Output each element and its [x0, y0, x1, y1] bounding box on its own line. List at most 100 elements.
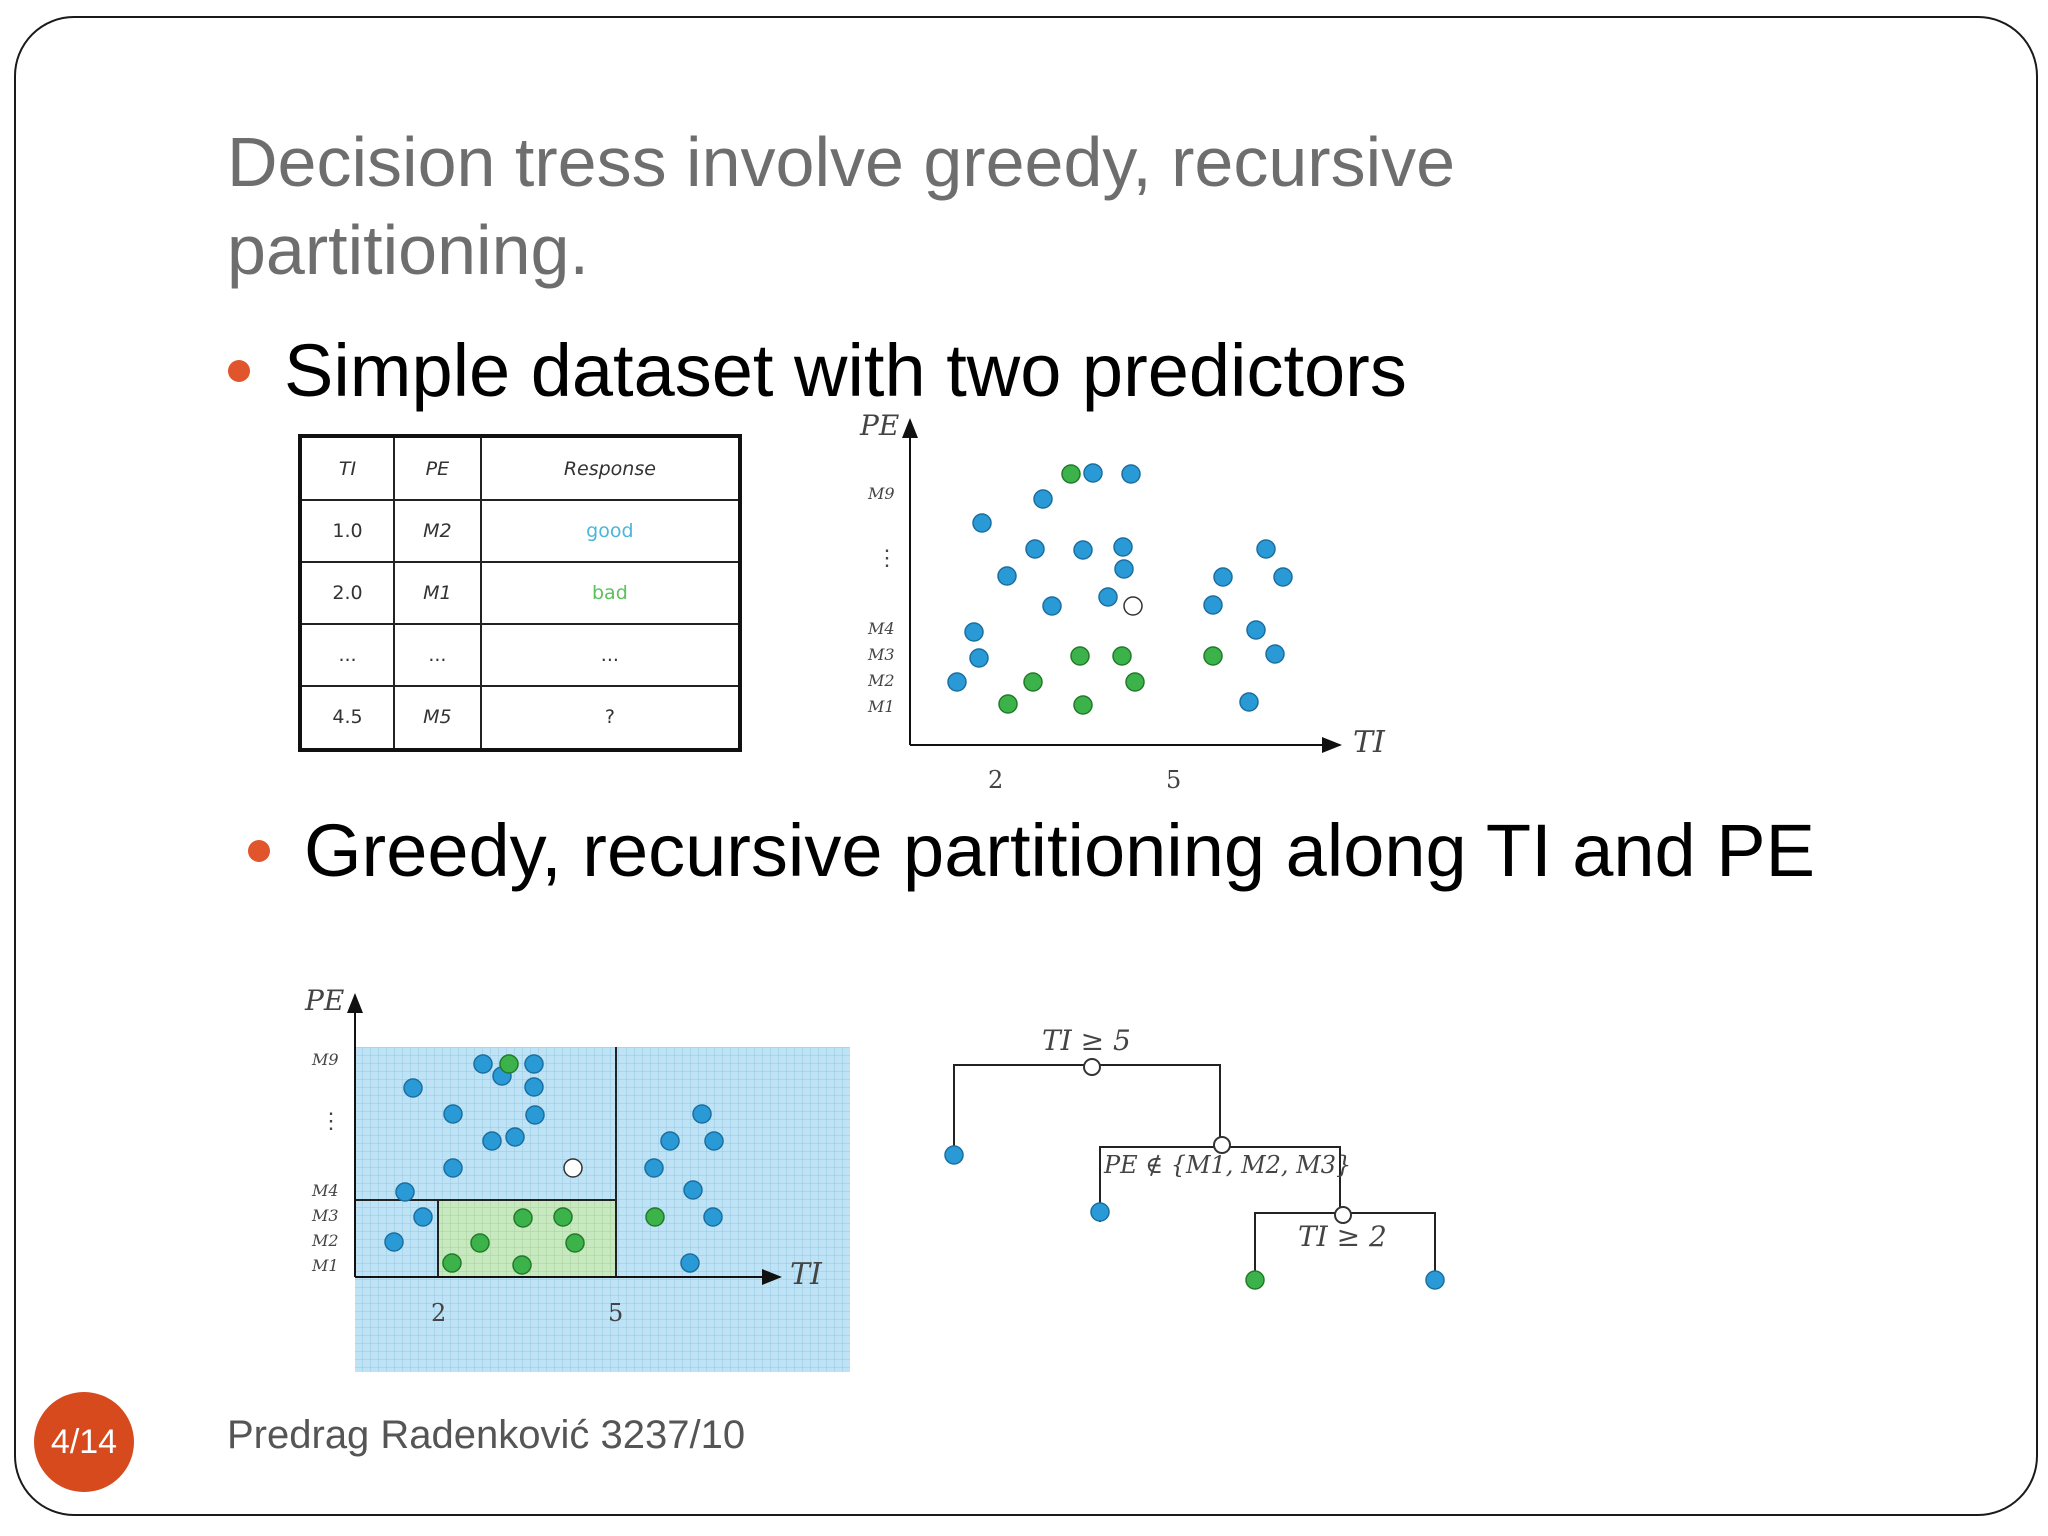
- bullet-dot-icon: [228, 359, 250, 382]
- point-blue: [1033, 489, 1053, 509]
- slide-frame: [14, 16, 2038, 1516]
- tree-label-ti2: TI ≥ 2: [1298, 1220, 1387, 1253]
- point-blue: [1246, 620, 1266, 640]
- point-green: [1070, 646, 1090, 666]
- point-blue: [482, 1131, 502, 1151]
- y-tick-label: M1: [311, 1256, 339, 1275]
- point-blue: [972, 513, 992, 533]
- point-unknown: [1123, 596, 1143, 616]
- point-blue: [1265, 644, 1285, 664]
- table-header-row: TI PE Response: [298, 434, 742, 502]
- y-axis-label: PE: [859, 409, 899, 442]
- tree-node-root: [1083, 1058, 1101, 1076]
- y-tick-label: M4: [311, 1181, 339, 1200]
- point-blue: [683, 1180, 703, 1200]
- y-tick-label: M9: [311, 1050, 339, 1069]
- y-tick-label: ⋮: [876, 546, 898, 571]
- table-cell: M1: [393, 561, 482, 625]
- point-blue: [680, 1253, 700, 1273]
- point-blue: [524, 1077, 544, 1097]
- point-blue: [443, 1104, 463, 1124]
- x-tick-label: 2: [988, 766, 1003, 794]
- dataset-table: TI PE Response 1.0 M2 good 2.0 M1 bad ..…: [298, 434, 742, 752]
- table-row: 2.0 M1 bad: [298, 561, 742, 625]
- point-blue: [525, 1105, 545, 1125]
- point-blue: [1073, 540, 1093, 560]
- point-blue: [1113, 537, 1133, 557]
- table-header-cell: PE: [393, 434, 482, 502]
- y-tick-label: M9: [867, 484, 895, 503]
- table-row: 1.0 M2 good: [298, 499, 742, 564]
- y-tick-label: ⋮: [320, 1109, 342, 1134]
- table-header-cell: Response: [479, 434, 742, 502]
- point-blue: [704, 1131, 724, 1151]
- point-blue: [473, 1054, 493, 1074]
- table-cell: ...: [393, 622, 482, 687]
- point-blue: [384, 1232, 404, 1252]
- y-tick-label: M4: [867, 619, 895, 638]
- point-green: [1203, 646, 1223, 666]
- y-tick-label: M2: [311, 1231, 339, 1250]
- point-unknown: [563, 1158, 583, 1178]
- point-blue: [703, 1207, 723, 1227]
- table-cell: ...: [479, 622, 742, 687]
- point-blue: [505, 1127, 525, 1147]
- point-blue: [1256, 539, 1276, 559]
- point-blue: [969, 648, 989, 668]
- slide-title: Decision tress involve greedy, recursive…: [227, 123, 1456, 289]
- tree-leaf-blue: [944, 1145, 964, 1165]
- point-green: [512, 1255, 532, 1275]
- x-tick-label: 5: [1166, 766, 1181, 794]
- point-green: [998, 694, 1018, 714]
- point-green: [553, 1207, 573, 1227]
- tree-leaf-blue: [1090, 1202, 1110, 1222]
- bullet-text: Simple dataset with two predictors: [284, 329, 1407, 412]
- bullet-simple-dataset: Simple dataset with two predictors: [228, 328, 1407, 413]
- table-row: 4.5 M5 ?: [298, 684, 742, 752]
- tree-label-root: TI ≥ 5: [1042, 1024, 1131, 1057]
- bullet-greedy-partitioning: Greedy, recursive partitioning along TI …: [248, 808, 1815, 893]
- point-blue: [692, 1104, 712, 1124]
- point-blue: [1121, 464, 1141, 484]
- table-row: ... ... ...: [298, 622, 742, 687]
- tree-edge: [953, 1064, 1221, 1155]
- table-cell: ?: [479, 684, 742, 752]
- tree-label-pe: PE ∉ {M1, M2, M3}: [1103, 1151, 1351, 1179]
- point-blue: [1114, 559, 1134, 579]
- point-blue: [660, 1131, 680, 1151]
- x-tick-label: 2: [431, 1299, 446, 1327]
- y-tick-label: M2: [867, 671, 895, 690]
- x-tick-label: 5: [608, 1299, 623, 1327]
- point-green: [1112, 646, 1132, 666]
- point-green: [470, 1233, 490, 1253]
- partition-plot: PE TI M9 ⋮ M4 M3 M2 M1 2 5: [304, 984, 850, 1372]
- point-blue: [964, 622, 984, 642]
- point-green: [565, 1233, 585, 1253]
- table-cell: 4.5: [298, 684, 396, 752]
- scatter-points: [947, 463, 1293, 715]
- page-number-badge: 4/14: [34, 1392, 134, 1492]
- bullet-dot-icon: [248, 839, 270, 862]
- table-cell: ...: [298, 622, 396, 687]
- point-blue: [1239, 692, 1259, 712]
- table-header-cell: TI: [298, 434, 396, 502]
- point-green: [513, 1208, 533, 1228]
- point-blue: [1213, 567, 1233, 587]
- x-axis-label: TI: [790, 1257, 823, 1292]
- point-green: [1061, 464, 1081, 484]
- point-green: [442, 1253, 462, 1273]
- bullet-text: Greedy, recursive partitioning along TI …: [304, 809, 1815, 892]
- point-green: [645, 1207, 665, 1227]
- table-cell: good: [479, 499, 742, 564]
- footer-author: Predrag Radenković 3237/10: [227, 1413, 746, 1457]
- point-green: [1023, 672, 1043, 692]
- point-blue: [1203, 595, 1223, 615]
- point-green: [1073, 695, 1093, 715]
- scatter-plot: PE TI M9 ⋮ M4 M3 M2 M1 2 5: [859, 409, 1386, 794]
- point-blue: [443, 1158, 463, 1178]
- y-axis-label: PE: [304, 984, 344, 1017]
- point-blue: [1273, 567, 1293, 587]
- point-blue: [644, 1158, 664, 1178]
- point-blue: [1042, 596, 1062, 616]
- point-blue: [403, 1078, 423, 1098]
